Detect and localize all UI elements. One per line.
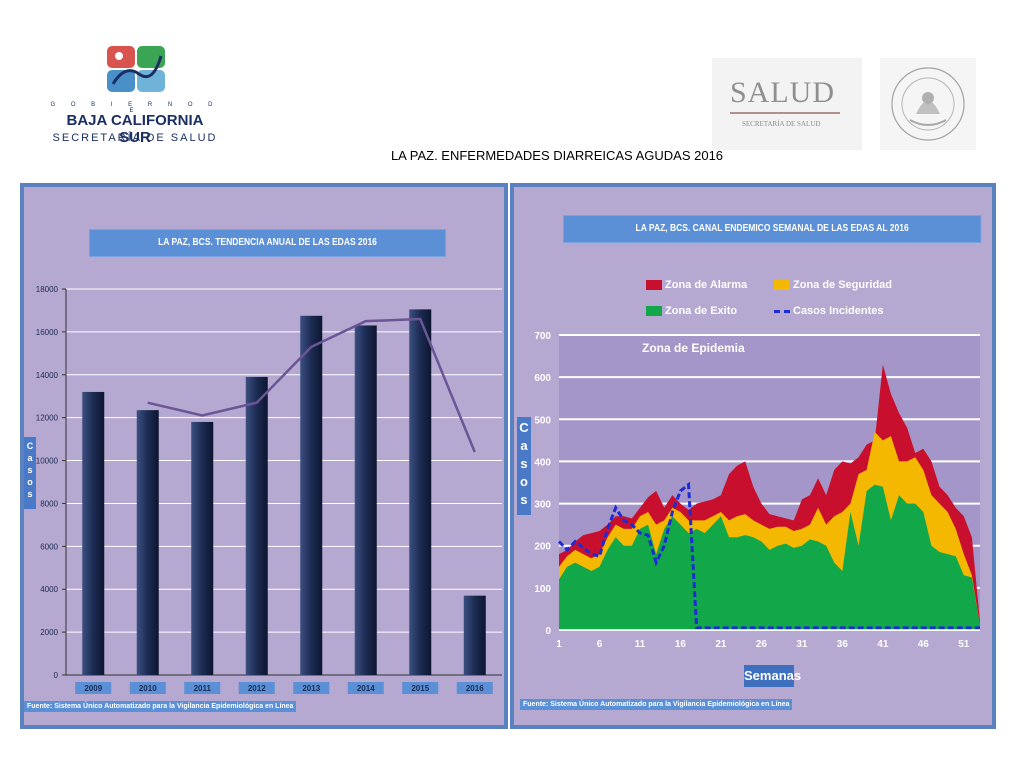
annual-x-tick-box xyxy=(293,682,330,694)
annual-x-tick-box xyxy=(129,682,166,694)
annual-x-tick-box xyxy=(402,682,439,694)
annual-x-tick-label: 2016 xyxy=(466,684,484,693)
annual-bar xyxy=(82,391,105,675)
state-emblem-icon xyxy=(107,46,165,92)
legend-alarma-label: Zona de Alarma xyxy=(665,279,748,291)
legend-alarma: Zona de Alarma xyxy=(646,279,747,291)
annual-x-tick-label: 2011 xyxy=(194,684,212,693)
annual-x-tick-box xyxy=(238,682,275,694)
endemic-x-tick-label: 6 xyxy=(597,639,603,650)
annual-trend-line xyxy=(147,317,476,453)
legend-alarma-swatch xyxy=(646,280,662,290)
endemic-x-tick-label: 36 xyxy=(837,639,849,650)
endemic-x-tick-label: 16 xyxy=(675,639,687,650)
endemic-x-tick-label: 41 xyxy=(877,639,889,650)
annual-y-tick-label: 14000 xyxy=(36,371,59,380)
annual-chart-title: LA PAZ, BCS. TENDENCIA ANUAL DE LAS EDAS… xyxy=(89,229,446,257)
logo-state-name: BAJA CALIFORNIA SUR xyxy=(66,112,204,146)
annual-x-tick-box xyxy=(184,682,221,694)
annual-source-note: Fuente: Sistema Único Automatizado para … xyxy=(24,701,297,712)
annual-y-tick-label: 2000 xyxy=(40,628,58,637)
salud-secretaria-text: SECRETARÍA DE SALUD xyxy=(742,120,821,128)
annual-x-tick-box xyxy=(347,682,384,694)
logo-secretaria-text: SECRETARÍA DE SALUD xyxy=(52,132,218,144)
legend-seguridad-label: Zona de Seguridad xyxy=(793,279,893,291)
endemic-x-tick-label: 1 xyxy=(556,639,562,650)
annual-y-tick-label: 10000 xyxy=(36,457,59,466)
mexican-seal-icon xyxy=(880,58,976,150)
annual-x-tick-label: 2013 xyxy=(302,684,320,693)
legend-incidentes: Casos Incidentes xyxy=(774,305,883,317)
annual-y-tick-label: 18000 xyxy=(36,285,59,294)
legend-exito-label: Zona de Exito xyxy=(665,305,738,317)
annual-bar-chart: 0 2000 4000 6000 8000 10000 12000 14000 16000 180… xyxy=(36,285,502,694)
legend-seguridad: Zona de Seguridad xyxy=(774,279,892,291)
endemic-y-tick-label: 600 xyxy=(534,373,551,384)
endemic-y-tick-label: 100 xyxy=(534,584,551,595)
endemic-chart-title: LA PAZ, BCS. CANAL ENDEMICO SEMANAL DE L… xyxy=(563,215,982,243)
legend-incidentes-label: Casos Incidentes xyxy=(793,305,884,317)
endemic-y-tick-label: 200 xyxy=(534,542,551,553)
casos-incidentes-line xyxy=(557,481,980,630)
annual-y-tick-label: 12000 xyxy=(36,414,59,423)
annual-y-tick-label: 0 xyxy=(54,671,59,680)
endemic-x-tick-label: 26 xyxy=(756,639,768,650)
annual-x-tick-label: 2009 xyxy=(84,684,102,693)
annual-y-tick-label: 8000 xyxy=(40,499,58,508)
legend-seguridad-swatch xyxy=(774,280,790,290)
annual-bar xyxy=(463,595,486,675)
zona-epidemia-label: Zona de Epidemia xyxy=(642,341,745,355)
endemic-x-tick-label: 21 xyxy=(715,639,727,650)
endemic-x-tick-label: 51 xyxy=(958,639,970,650)
legend-exito: Zona de Exito xyxy=(646,305,737,317)
annual-x-tick-box xyxy=(75,682,112,694)
endemic-source-note: Fuente: Sistema Único Automatizado para … xyxy=(520,699,793,710)
endemic-y-tick-label: 300 xyxy=(534,500,551,511)
annual-y-tick-label: 16000 xyxy=(36,328,59,337)
legend-incidentes-swatch xyxy=(774,309,790,313)
legend-exito-swatch xyxy=(646,306,662,316)
logo-gobierno-text: G O B I E R N O D E xyxy=(50,102,220,114)
annual-x-tick-box xyxy=(456,682,493,694)
annual-x-tick-label: 2015 xyxy=(411,684,429,693)
endemic-x-tick-label: 46 xyxy=(918,639,930,650)
endemic-x-axis-label: Semanas xyxy=(744,665,801,687)
page-title: LA PAZ. ENFERMEDADES DIARREICAS AGUDAS 2… xyxy=(390,148,724,163)
endemic-y-tick-label: 400 xyxy=(534,457,551,468)
annual-bar xyxy=(136,410,159,675)
endemic-y-tick-label: 0 xyxy=(545,626,551,637)
endemic-channel-panel: LA PAZ, BCS. CANAL ENDEMICO SEMANAL DE L… xyxy=(510,183,996,729)
zona-exito-area xyxy=(559,484,980,630)
annual-bar xyxy=(245,376,268,675)
annual-y-tick-label: 4000 xyxy=(40,585,58,594)
annual-bar xyxy=(300,315,323,675)
endemic-x-tick-label: 11 xyxy=(635,639,646,650)
annual-bar xyxy=(191,421,214,675)
annual-x-tick-label: 2014 xyxy=(357,684,375,693)
annual-trend-panel: LA PAZ, BCS. TENDENCIA ANUAL DE LAS EDAS… xyxy=(20,183,508,729)
salud-wordmark: SALUD xyxy=(730,76,836,109)
endemic-y-tick-label: 500 xyxy=(534,415,551,426)
salud-divider xyxy=(730,112,840,114)
annual-bar xyxy=(409,309,432,675)
annual-x-tick-label: 2012 xyxy=(248,684,266,693)
endemic-x-tick-label: 31 xyxy=(796,639,808,650)
salud-logo: SALUD SECRETARÍA DE SALUD xyxy=(712,58,862,150)
endemic-y-tick-label: 700 xyxy=(534,331,551,342)
annual-y-tick-label: 6000 xyxy=(40,542,58,551)
baja-california-sur-logo: G O B I E R N O D E BAJA CALIFORNIA SUR … xyxy=(50,40,230,150)
annual-x-tick-label: 2010 xyxy=(139,684,157,693)
annual-bar xyxy=(354,325,377,675)
